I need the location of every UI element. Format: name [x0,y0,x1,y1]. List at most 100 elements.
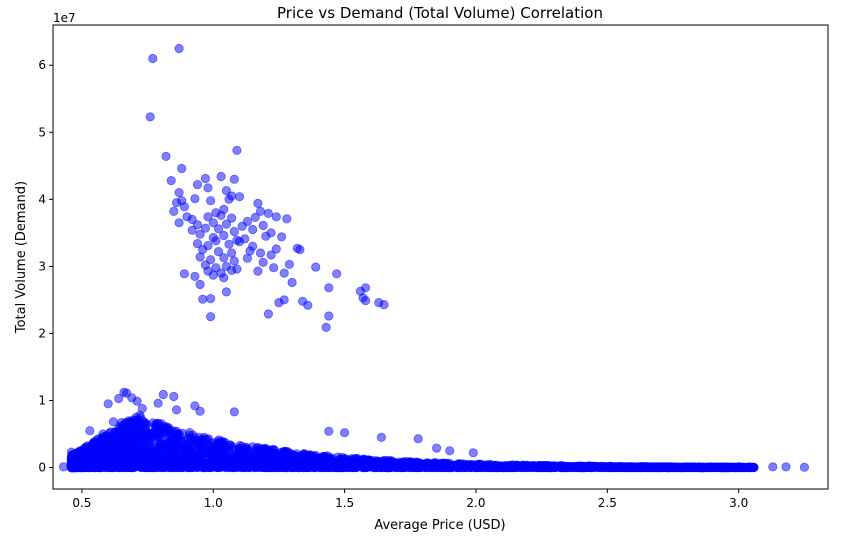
scatter-point [339,428,350,438]
scatter-point [768,462,778,472]
scatter-point [324,426,334,436]
scatter-point [321,322,331,332]
scatter-point [153,398,163,408]
scatter-point [200,223,210,233]
scatter-point [103,399,113,409]
scatter-point [136,427,146,437]
scatter-point [468,448,478,458]
scatter-point [177,163,187,174]
scatter-point [411,462,422,473]
scatter-point [227,213,237,223]
scatter-point [274,297,284,308]
scatter-point [206,293,216,304]
y-axis-ticks: 0 1 2 3 4 5 6 [38,58,53,475]
scatter-point [206,196,216,206]
scatter-point [221,219,231,229]
scatter-point [303,300,313,310]
scatter-point [82,444,92,454]
scatter-point [208,270,218,280]
scatter-point [72,460,82,471]
scatter-point [221,287,231,297]
scatter-point [258,257,268,267]
scatter-point [228,462,238,472]
scatter-point [98,429,108,439]
y-tick-label: 1 [38,393,46,407]
scatter-point [179,269,189,279]
scatter-point [324,461,334,471]
scatter-point [174,188,184,198]
scatter-point [125,449,135,459]
scatter-point [720,462,731,473]
scatter-point [211,236,221,246]
scatter-point [441,462,451,472]
scatter-point [206,312,216,322]
scatter-point [589,461,599,472]
scatter-point [255,248,266,258]
scatter-point [263,208,273,218]
scatter-point [258,220,268,231]
scatter-point [266,250,276,260]
y-tick-label: 0 [38,461,46,475]
scatter-point [146,457,157,467]
scatter-point [271,244,281,254]
scatter-point [488,462,498,473]
x-tick-label: 2.0 [466,496,485,510]
scatter-point [174,43,184,54]
scatter-point [324,283,334,293]
scatter-point [385,462,395,472]
scatter-point [148,53,158,64]
scatter-point [694,462,704,473]
scatter-point [253,198,263,208]
y-tick-label: 4 [38,192,46,206]
scatter-point [255,445,265,455]
y-tick-label: 2 [38,326,46,340]
scatter-point [229,226,239,237]
scatter-point [544,462,554,473]
scatter-point [364,460,374,470]
scatter-point [136,462,146,473]
x-axis-label: Average Price (USD) [374,518,505,533]
y-axis-offset-label: 1e7 [53,11,76,25]
scatter-point [66,447,77,457]
scatter-point [58,462,69,472]
scatter-point [187,225,197,235]
scatter-point [85,426,95,436]
scatter-point [670,462,680,473]
scatter-point [355,456,365,466]
scatter-point [190,194,200,204]
x-tick-label: 0.5 [72,496,91,510]
scatter-point [213,224,224,234]
scatter-point [224,239,234,249]
scatter-point [219,253,229,263]
scatter-point [250,212,260,222]
scatter-point [190,271,200,281]
scatter-point [332,269,342,279]
scatter-point [88,455,98,466]
scatter-point [253,266,263,276]
scatter-point [244,458,254,468]
scatter-point [420,460,430,470]
scatter-point [324,311,334,321]
scatter-point [376,432,386,442]
y-tick-label: 5 [38,125,46,139]
scatter-point [166,176,176,186]
scatter-point [242,253,252,263]
scatter-point [394,461,404,472]
scatter-point [661,462,671,472]
scatter-point [279,268,289,278]
scatter-point [637,462,648,473]
scatter-point [234,237,245,247]
scatter-point [683,462,693,472]
scatter-point [203,183,213,193]
scatter-point [275,448,285,458]
scatter-point [171,405,182,415]
scatter-point [195,252,205,262]
scatter-point [237,221,247,231]
scatter-point [200,173,210,184]
scatter-point [227,248,237,258]
scatter-point [184,430,194,440]
y-tick-label: 3 [38,259,46,273]
scatter-point [126,462,136,473]
scatter-point [145,112,155,122]
